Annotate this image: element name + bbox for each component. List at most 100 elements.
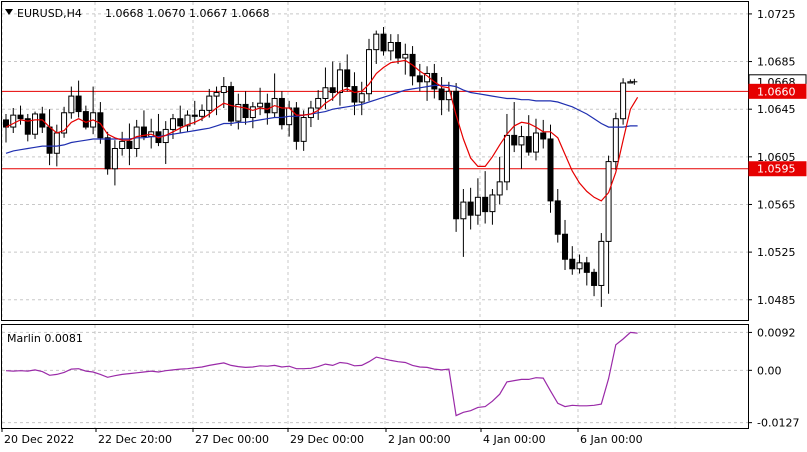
moving-average-line bbox=[5, 84, 638, 154]
candle-body bbox=[169, 118, 176, 130]
candle-body bbox=[612, 118, 619, 163]
indicator-label: Marlin 0.0081 bbox=[7, 332, 83, 345]
candle-body bbox=[387, 41, 394, 52]
chart-header-symbol: EURUSD,H4 bbox=[17, 7, 82, 20]
time-tick-label: 27 Dec 00:00 bbox=[195, 433, 269, 446]
candle-body bbox=[474, 196, 481, 216]
candle-body bbox=[177, 118, 184, 127]
indicator-tick-label: 0.0092 bbox=[757, 326, 796, 339]
candle-body bbox=[17, 114, 24, 120]
candle-body bbox=[111, 147, 118, 170]
candle-body bbox=[228, 86, 235, 122]
candle-body bbox=[438, 88, 445, 101]
candle-body bbox=[358, 93, 365, 103]
candle-body bbox=[191, 114, 198, 117]
level-price-badge: 1.0595 bbox=[757, 163, 796, 176]
candle-body bbox=[329, 87, 336, 94]
candle-body bbox=[53, 132, 60, 154]
marlin-line bbox=[5, 331, 638, 417]
time-tick-label: 6 Jan 00:00 bbox=[580, 433, 643, 446]
candle-body bbox=[213, 92, 220, 97]
price-tick-label: 1.0645 bbox=[757, 103, 796, 116]
candle-body bbox=[119, 140, 126, 149]
price-tick-label: 1.0565 bbox=[757, 198, 796, 211]
main-panel-frame bbox=[1, 1, 749, 321]
candle-body bbox=[453, 90, 460, 220]
candle-body bbox=[104, 137, 111, 170]
indicator-lines bbox=[5, 59, 639, 202]
candle-body bbox=[540, 132, 547, 140]
candle-body bbox=[554, 200, 561, 235]
price-tick-label: 1.0685 bbox=[757, 56, 796, 69]
candle-body bbox=[605, 161, 612, 242]
candle-body bbox=[503, 134, 510, 183]
candle-body bbox=[32, 113, 39, 135]
time-tick-label: 22 Dec 20:00 bbox=[98, 433, 172, 446]
candle-body bbox=[293, 107, 300, 142]
indicator-axis: 0.0092 0.00 -0.0127 bbox=[748, 326, 799, 430]
candle-body bbox=[140, 126, 147, 138]
candle-body bbox=[569, 258, 576, 270]
candle-body bbox=[380, 33, 387, 52]
candle-body bbox=[620, 82, 627, 120]
indicator-tick-label: 0.00 bbox=[757, 364, 782, 377]
time-axis: 20 Dec 2022 22 Dec 20:00 27 Dec 00:00 29 De… bbox=[1, 428, 643, 446]
candle-body bbox=[366, 49, 372, 95]
candle-body bbox=[598, 240, 605, 286]
price-tick-label: 1.0725 bbox=[757, 8, 796, 21]
candle-body bbox=[576, 262, 583, 270]
candle-body bbox=[336, 69, 343, 94]
candle-body bbox=[235, 103, 242, 122]
candle-body bbox=[395, 41, 402, 59]
candle-body bbox=[373, 33, 380, 51]
time-tick-label: 4 Jan 00:00 bbox=[483, 433, 546, 446]
time-tick-label: 20 Dec 2022 bbox=[4, 433, 74, 446]
candle-body bbox=[97, 112, 104, 139]
candle-body bbox=[511, 134, 518, 146]
candle-body bbox=[467, 201, 474, 216]
candle-body bbox=[249, 106, 256, 119]
candle-body bbox=[278, 97, 285, 126]
candle-body bbox=[547, 138, 554, 202]
marlin-oscillator bbox=[5, 331, 638, 417]
candle-body bbox=[402, 53, 409, 59]
candle-body bbox=[82, 111, 89, 128]
candle-body bbox=[300, 117, 307, 142]
candle-body bbox=[257, 102, 264, 108]
indicator-panel-frame bbox=[1, 324, 749, 429]
candle-body bbox=[562, 233, 569, 260]
candle-body bbox=[68, 95, 75, 114]
candle-body bbox=[416, 75, 423, 83]
candle-body bbox=[206, 95, 213, 111]
candle-body bbox=[10, 114, 17, 128]
candle-body bbox=[322, 87, 329, 99]
price-tick-label: 1.0605 bbox=[757, 151, 796, 164]
candle-body bbox=[489, 194, 496, 213]
price-badge-box bbox=[748, 161, 807, 177]
candle-body bbox=[46, 126, 53, 154]
price-tick-label: 1.0485 bbox=[757, 294, 796, 307]
dropdown-arrow-icon[interactable] bbox=[5, 9, 13, 15]
price-tick-label: 1.0525 bbox=[757, 246, 796, 259]
level-price-badge: 1.0660 bbox=[757, 85, 796, 98]
candle-body bbox=[460, 201, 467, 220]
candle-body bbox=[61, 112, 68, 134]
candle-body bbox=[315, 97, 322, 109]
candle-body bbox=[344, 69, 351, 88]
candle-body bbox=[242, 103, 249, 119]
candle-body bbox=[126, 140, 133, 149]
candle-body bbox=[496, 181, 503, 196]
chart-header-ohlc: 1.0668 1.0670 1.0667 1.0668 bbox=[105, 7, 269, 20]
candle-body bbox=[199, 109, 206, 117]
indicator-tick-label: -0.0127 bbox=[757, 417, 799, 430]
candle-body bbox=[24, 118, 31, 135]
candle-body bbox=[532, 132, 539, 153]
price-axis: 1.0725 1.0685 1.0645 1.0605 1.0565 1.0525 1.04… bbox=[748, 8, 796, 307]
candle-body bbox=[220, 86, 227, 94]
red-indicator-line bbox=[5, 59, 639, 202]
time-tick-label: 2 Jan 00:00 bbox=[388, 433, 451, 446]
candle-body bbox=[351, 86, 358, 103]
